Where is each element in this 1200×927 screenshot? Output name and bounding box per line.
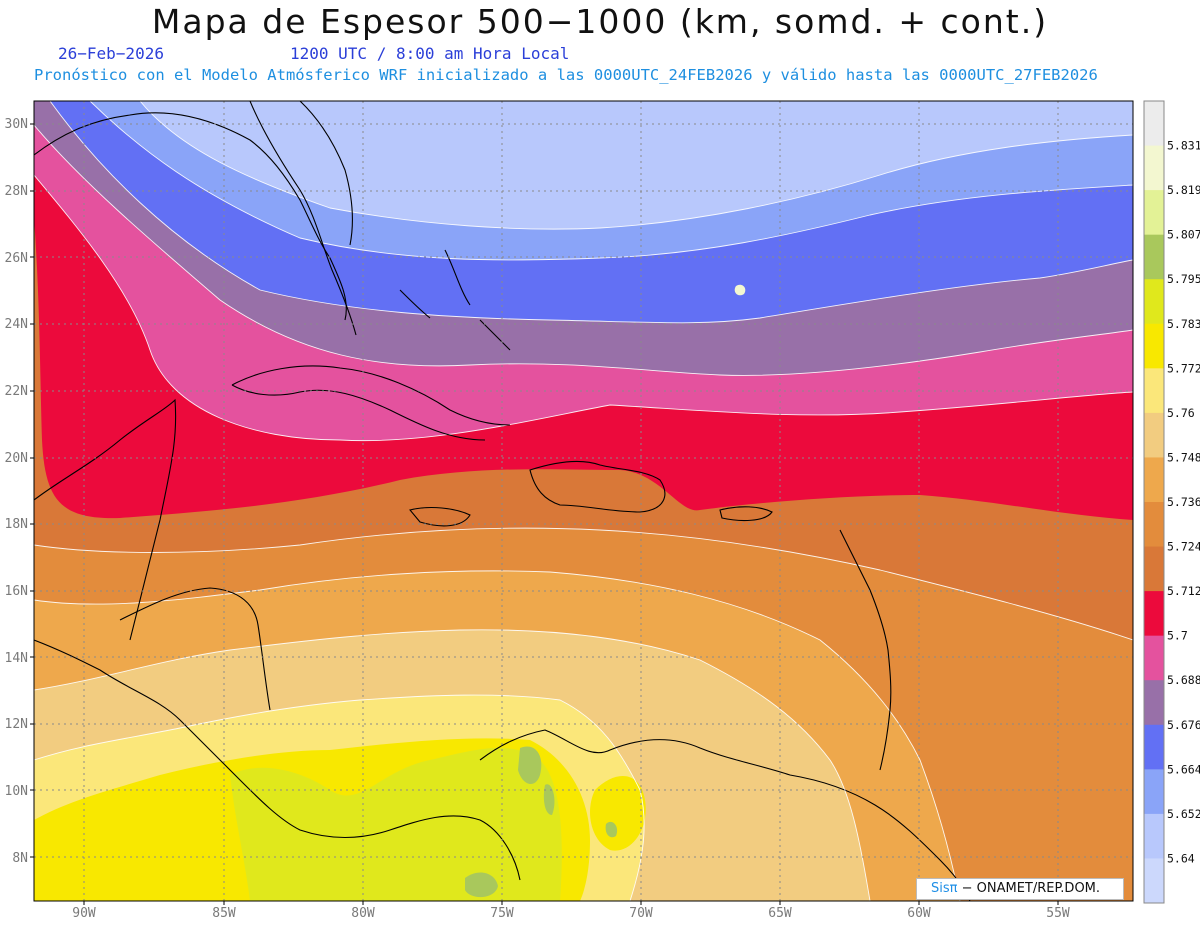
- lat-label-24n: 24N: [5, 317, 28, 332]
- colorbar-segment: [1144, 680, 1164, 726]
- colorbar-level-label: 5.772: [1167, 361, 1200, 375]
- map-title: Mapa de Espesor 500−1000 (km, somd. + co…: [151, 2, 1049, 41]
- thickness-contours: [34, 101, 1133, 901]
- lat-label-22n: 22N: [5, 384, 28, 399]
- colorbar-segment: [1144, 145, 1164, 191]
- colorbar-segment: [1144, 234, 1164, 280]
- lat-label-28n: 28N: [5, 184, 28, 199]
- colorbar-segment: [1144, 101, 1164, 147]
- lat-label-8n: 8N: [12, 851, 28, 866]
- colorbar-level-label: 5.748: [1167, 450, 1200, 464]
- colorbar-segment: [1144, 635, 1164, 681]
- colorbar-segment: [1144, 724, 1164, 770]
- lon-label-55w: 55W: [1046, 906, 1070, 921]
- colorbar-level-label: 5.807: [1167, 228, 1200, 242]
- colorbar-level-label: 5.664: [1167, 762, 1200, 776]
- lon-label-60w: 60W: [907, 906, 931, 921]
- colorbar-level-label: 5.7: [1167, 629, 1188, 643]
- colorbar-level-label: 5.795: [1167, 272, 1200, 286]
- coastline-jamaica: [409, 506, 471, 527]
- coastline-gulf: [34, 112, 347, 321]
- lon-label-70w: 70W: [629, 906, 653, 921]
- lon-label-75w: 75W: [490, 906, 514, 921]
- colorbar-segment: [1144, 813, 1164, 859]
- forecast-info: Pronóstico con el Modelo Atmósferico WRF…: [34, 66, 1098, 84]
- lon-label-90w: 90W: [72, 906, 96, 921]
- colorbar-level-label: 5.64: [1167, 851, 1195, 865]
- coastline-central-america: [34, 639, 521, 881]
- colorbar-level-label: 5.783: [1167, 317, 1200, 331]
- lon-label-65w: 65W: [768, 906, 792, 921]
- coastline-hispaniola: [529, 460, 666, 513]
- colorbar-frame: [1143, 100, 1165, 904]
- coastline-honduras: [119, 587, 271, 711]
- colorbar-level-label: 5.819: [1167, 183, 1200, 197]
- lat-label-18n: 18N: [5, 517, 28, 532]
- lat-label-30n: 30N: [5, 117, 28, 132]
- plot-frame: [33, 100, 1134, 902]
- lat-ticks: [30, 123, 34, 858]
- coastline-puertorico: [719, 506, 773, 522]
- valid-date: 26−Feb−2026: [58, 44, 164, 63]
- lat-label-10n: 10N: [5, 784, 28, 799]
- colorbar-level-label: 5.76: [1167, 406, 1195, 420]
- colorbar: 5.831 5.819 5.807 5.795 5.783 5.772 5.76 5.748 5…: [1143, 100, 1200, 904]
- colorbar-segment: [1144, 368, 1164, 414]
- colorbar-segment: [1144, 190, 1164, 236]
- colorbar-level-label: 5.676: [1167, 718, 1200, 732]
- lat-label-14n: 14N: [5, 651, 28, 666]
- lat-label-12n: 12N: [5, 717, 28, 732]
- valid-time: 1200 UTC / 8:00 am Hora Local: [290, 44, 570, 63]
- thickness-fill: [34, 101, 1133, 901]
- lon-ticks: [83, 901, 1059, 905]
- lon-label-85w: 85W: [212, 906, 236, 921]
- sispi-logo: Sisπ: [931, 881, 958, 896]
- coastline-south-america: [479, 729, 971, 901]
- colorbar-segment: [1144, 591, 1164, 637]
- colorbar-segment: [1144, 279, 1164, 325]
- colorbar-segment: [1144, 502, 1164, 548]
- colorbar-segment: [1144, 858, 1164, 904]
- colorbar-level-label: 5.831: [1167, 139, 1200, 153]
- colorbar-level-label: 5.724: [1167, 540, 1200, 554]
- colorbar-segment: [1144, 457, 1164, 503]
- coastline-cuba: [231, 365, 511, 441]
- lat-label-26n: 26N: [5, 251, 28, 266]
- colorbar-segment: [1144, 412, 1164, 458]
- colorbar-segment: [1144, 323, 1164, 369]
- lat-axis: 30N 28N 26N 24N 22N 20N 18N 16N 14N 12N …: [5, 117, 28, 866]
- colorbar-level-label: 5.712: [1167, 584, 1200, 598]
- coastline-florida: [249, 101, 357, 336]
- colorbar-level-label: 5.688: [1167, 673, 1200, 687]
- colorbar-level-label: 5.736: [1167, 495, 1200, 509]
- coastline-yucatan: [34, 398, 177, 641]
- graticule: [34, 101, 1133, 901]
- coastlines: [34, 101, 971, 901]
- credit-box: Sisπ − ONAMET/REP.DOM.: [916, 878, 1124, 900]
- colorbar-segment: [1144, 769, 1164, 815]
- lat-label-20n: 20N: [5, 451, 28, 466]
- credit-text: − ONAMET/REP.DOM.: [961, 881, 1101, 896]
- colorbar-segment: [1144, 546, 1164, 592]
- colorbar-level-label: 5.652: [1167, 807, 1200, 821]
- lat-label-16n: 16N: [5, 584, 28, 599]
- lon-axis: 90W 85W 80W 75W 70W 65W 60W 55W: [72, 906, 1070, 921]
- coastline-lesser-antilles: [839, 529, 892, 771]
- coastline-bahamas: [399, 249, 511, 351]
- lon-label-80w: 80W: [351, 906, 375, 921]
